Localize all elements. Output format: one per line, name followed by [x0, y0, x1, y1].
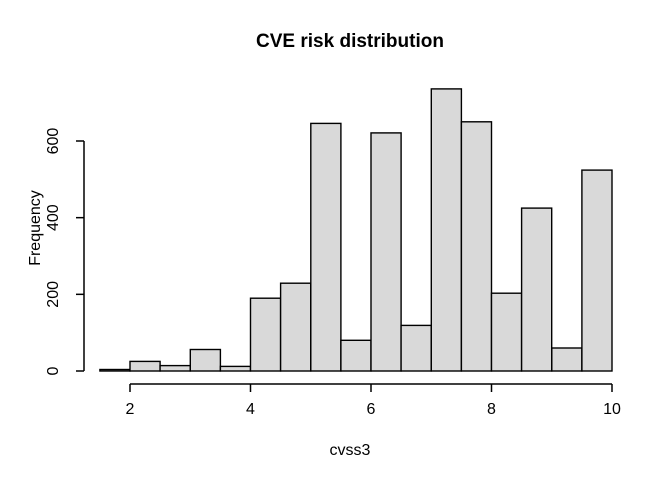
y-axis: 0 200 400 600	[45, 128, 85, 375]
histogram-bar	[219, 365, 252, 372]
histogram-bar	[189, 348, 222, 372]
histogram-bar	[490, 292, 523, 372]
x-tick-label: 10	[603, 401, 621, 418]
histogram-bar	[279, 282, 312, 372]
histogram-bar	[249, 297, 282, 372]
histogram-bar	[551, 347, 583, 372]
y-tick-label: 0	[45, 366, 62, 375]
histogram-bar	[430, 88, 463, 372]
histogram-bar	[400, 324, 432, 372]
histogram-bar	[310, 122, 342, 372]
histogram-bar	[159, 364, 191, 372]
x-axis: 2 4 6 8 10	[126, 383, 621, 418]
histogram-bars	[99, 88, 613, 372]
histogram-bar	[460, 121, 493, 372]
x-tick-label: 2	[126, 401, 135, 418]
histogram-bar	[520, 207, 553, 372]
chart-title: CVE risk distribution	[256, 31, 444, 52]
x-tick-label: 6	[367, 401, 376, 418]
histogram-bar	[370, 132, 402, 372]
x-tick-label: 4	[246, 401, 255, 418]
histogram-bar	[581, 169, 613, 372]
y-tick-label: 600	[45, 128, 62, 155]
histogram-bar	[99, 368, 131, 372]
y-tick-label: 200	[45, 281, 62, 308]
x-tick-label: 8	[487, 401, 496, 418]
y-axis-label: Frequency	[27, 190, 44, 266]
y-tick-label: 400	[45, 204, 62, 231]
histogram-bar	[340, 339, 372, 372]
x-axis-label: cvss3	[330, 442, 371, 459]
histogram-bar	[129, 360, 161, 372]
